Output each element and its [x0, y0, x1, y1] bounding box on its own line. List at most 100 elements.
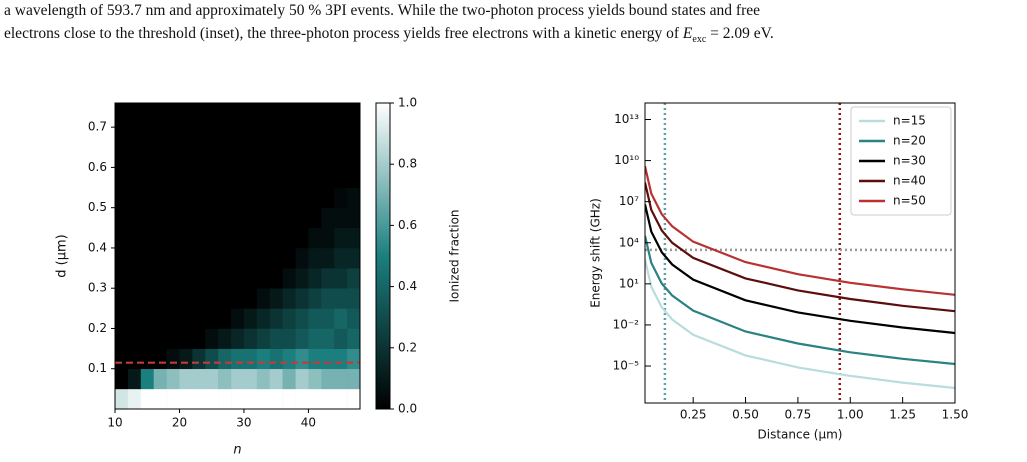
heatmap-cell: [127, 207, 142, 229]
heatmap-cell: [282, 268, 296, 289]
heatmap-cell: [192, 207, 206, 229]
heatmap-cell: [256, 268, 271, 289]
heatmap-cell: [347, 247, 361, 269]
heatmap-cell: [334, 328, 348, 349]
heatmap-cell: [205, 288, 219, 309]
heatmap-cell: [295, 247, 309, 269]
heatmap-cell: [231, 247, 245, 269]
heatmap-cell: [231, 288, 245, 309]
heatmap-cell: [205, 368, 219, 390]
heatmap-cell: [321, 127, 335, 148]
heatmap-cell: [140, 207, 154, 229]
heatmap-cell: [321, 187, 335, 208]
heatmap-cell: [334, 388, 348, 410]
heatmap-cell: [269, 388, 283, 410]
y-tick-label: 10⁻⁵: [613, 359, 640, 373]
heatmap-cell: [192, 167, 206, 188]
heatmap-cell: [218, 147, 232, 168]
heatmap-cell: [127, 187, 142, 208]
colorbar-tick-label: 0.2: [398, 340, 417, 354]
heatmap-cell: [153, 328, 167, 349]
heatmap-cell: [243, 348, 258, 370]
heatmap-cell: [115, 308, 129, 329]
colorbar-tick-label: 0.6: [398, 218, 417, 232]
heatmap-cell: [256, 127, 271, 148]
colorbar-tick-label: 1.0: [398, 96, 417, 110]
heatmap-cell: [256, 247, 271, 269]
heatmap-cell: [179, 328, 193, 349]
colorbar-label: Ionized fraction: [448, 209, 462, 302]
heatmap-cell: [334, 147, 348, 168]
heatmap-cell: [347, 388, 361, 410]
heatmap-cell: [166, 247, 180, 269]
heatmap-cell: [153, 187, 167, 208]
heatmap-cell: [205, 328, 219, 349]
heatmap-cell: [243, 328, 258, 349]
heatmap-cell: [308, 127, 322, 148]
heatmap-cell: [192, 368, 206, 390]
y-tick-label: 0.2: [88, 321, 107, 335]
heatmap-cell: [166, 187, 180, 208]
heatmap-cell: [179, 388, 193, 410]
heatmap-cell: [192, 308, 206, 329]
heatmap-cell: [153, 227, 167, 249]
heatmap-cell: [179, 268, 193, 289]
y-tick-label: 10⁻²: [613, 317, 640, 331]
series-line: [645, 182, 955, 313]
heatmap-cell: [127, 167, 142, 188]
heatmap-cell: [308, 268, 322, 289]
heatmap-cell: [115, 227, 129, 249]
heatmap-cell: [347, 227, 361, 249]
heatmap-cell: [308, 368, 322, 390]
heatmap-cell: [282, 167, 296, 188]
heatmap-cell: [334, 348, 348, 370]
heatmap-cell: [243, 227, 258, 249]
x-tick-label: 10: [107, 416, 122, 430]
x-axis-label: Distance (μm): [758, 428, 843, 442]
heatmap-cell: [256, 348, 271, 370]
heatmap-cell: [282, 227, 296, 249]
heatmap-cell: [115, 187, 129, 208]
heatmap-cell: [179, 207, 193, 229]
x-axis-label: n: [233, 443, 241, 458]
heatmap-cell: [295, 348, 309, 370]
heatmap-cell: [256, 107, 271, 128]
heatmap-cell: [347, 147, 361, 168]
heatmap-cell: [243, 167, 258, 188]
heatmap-cell: [140, 388, 154, 410]
heatmap-cell: [321, 247, 335, 269]
y-axis-label: Energy shift (GHz): [589, 198, 603, 308]
heatmap-cell: [243, 288, 258, 309]
heatmap-cell: [269, 187, 283, 208]
heatmap-cell: [192, 268, 206, 289]
heatmap-cell: [192, 107, 206, 128]
heatmap-cell: [295, 227, 309, 249]
heatmap-cell: [269, 107, 283, 128]
heatmap-cell: [308, 167, 322, 188]
heatmap-cell: [166, 268, 180, 289]
heatmap-cell: [218, 348, 232, 370]
heatmap-cell: [256, 147, 271, 168]
heatmap-cell: [166, 308, 180, 329]
heatmap-cell: [205, 107, 219, 128]
heatmap-cell: [127, 388, 142, 410]
x-tick-label: 0.50: [732, 408, 759, 422]
x-tick-label: 0.75: [785, 408, 812, 422]
heatmap-cell: [218, 308, 232, 329]
heatmap-cell: [347, 167, 361, 188]
x-tick-label: 1.50: [942, 408, 969, 422]
heatmap-cell: [269, 288, 283, 309]
heatmap-cell: [205, 268, 219, 289]
colorbar-tick-label: 0.8: [398, 157, 417, 171]
heatmap-cell: [269, 147, 283, 168]
heatmap-cell: [153, 308, 167, 329]
heatmap-cell: [166, 348, 180, 370]
heatmap-cell: [231, 348, 245, 370]
heatmap-cell: [295, 308, 309, 329]
heatmap-cell: [321, 328, 335, 349]
heatmap-cell: [295, 268, 309, 289]
heatmap-cell: [243, 308, 258, 329]
heatmap-cell: [308, 207, 322, 229]
heatmap-cell: [218, 328, 232, 349]
heatmap-cell: [140, 147, 154, 168]
